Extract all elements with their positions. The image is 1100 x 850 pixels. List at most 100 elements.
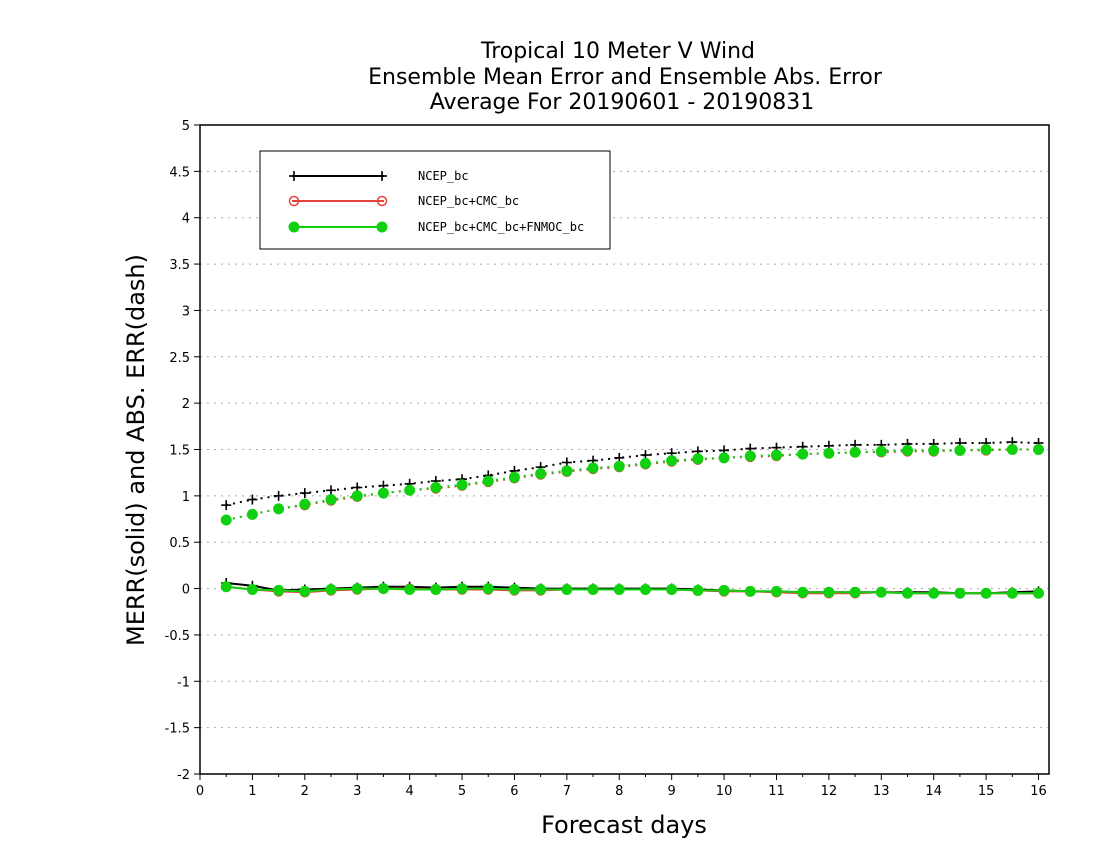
merr-point — [482, 583, 494, 595]
merr-point — [325, 583, 337, 595]
abs-err-point — [299, 488, 310, 499]
x-axis-title: Forecast days — [541, 811, 707, 839]
merr-point — [587, 583, 599, 595]
x-tick-label: 3 — [353, 784, 361, 799]
y-tick-label: 0.5 — [169, 536, 190, 551]
title-line-1: Tropical 10 Meter V Wind — [480, 39, 755, 64]
legend-sample-0 — [289, 171, 387, 181]
merr-point — [508, 583, 520, 595]
merr-point — [404, 583, 416, 595]
y-tick-label: -0.5 — [165, 629, 190, 644]
series-0 — [221, 437, 1044, 599]
merr-point — [692, 584, 704, 596]
merr-point — [639, 583, 651, 595]
abs-err-point — [613, 460, 625, 472]
merr-point — [246, 583, 258, 595]
abs-err-point — [666, 455, 678, 467]
chart-title: Tropical 10 Meter V Wind Ensemble Mean E… — [368, 39, 883, 115]
y-tick-label: 4 — [182, 212, 190, 227]
merr-point — [875, 586, 887, 598]
legend-marker — [376, 195, 388, 207]
x-tick-label: 1 — [248, 784, 256, 799]
merr-point — [954, 587, 966, 599]
legend-sample-2 — [288, 221, 388, 233]
y-tick-label: 1 — [182, 490, 190, 505]
abs-err-point — [1033, 444, 1045, 455]
y-axis-title: MERR(solid) and ABS. ERR(dash) — [122, 254, 150, 646]
abs-err-point — [639, 457, 651, 469]
merr-point — [770, 585, 782, 597]
merr-point — [299, 585, 311, 597]
abs-err-point — [744, 450, 756, 462]
series-layer — [220, 437, 1045, 599]
abs-err-point — [482, 475, 494, 487]
merr-point — [351, 583, 363, 595]
abs-err-point — [718, 452, 730, 464]
y-tick-label: 3.5 — [169, 258, 190, 273]
title-line-3: Average For 20190601 - 20190831 — [430, 90, 815, 115]
y-tick-label: 4.5 — [169, 165, 190, 180]
abs-err-point — [902, 444, 913, 456]
x-tick-label: 6 — [510, 784, 518, 799]
legend-marker — [377, 171, 387, 181]
legend: NCEP_bc NCEP_bc+CMC_bc NCEP_bc+CMC_bc+FN… — [259, 150, 611, 250]
abs-err-point — [247, 494, 258, 505]
legend-marker — [376, 221, 388, 233]
legend-sample-1 — [288, 195, 388, 207]
abs-err-point — [299, 498, 311, 510]
merr-point — [666, 583, 678, 595]
legend-marker — [289, 171, 299, 181]
merr-point — [273, 584, 285, 596]
merr-point — [902, 587, 913, 599]
legend-label-ncep-bc: NCEP_bc — [418, 169, 469, 183]
title-line-2: Ensemble Mean Error and Ensemble Abs. Er… — [368, 65, 883, 90]
y-tick-label: 2 — [182, 397, 190, 412]
x-tick-labels: 0 1 2 3 4 5 6 7 8 9 10 11 12 13 14 15 16 — [196, 784, 1047, 799]
x-tick-label: 9 — [668, 784, 676, 799]
abs-err-point — [587, 462, 599, 474]
x-tick-label: 16 — [1030, 784, 1047, 799]
merr-point — [561, 583, 573, 595]
abs-err-point — [849, 446, 861, 458]
y-tick-label: 3 — [182, 304, 190, 319]
abs-err-point — [325, 494, 337, 506]
abs-err-point — [351, 490, 363, 502]
y-tick-label: -1.5 — [165, 722, 190, 737]
grid-lines — [200, 170, 1049, 729]
legend-marker — [288, 221, 300, 233]
abs-err-point — [535, 468, 547, 480]
abs-err-point — [326, 485, 337, 496]
merr-point — [744, 585, 756, 597]
x-tick-label: 14 — [925, 784, 942, 799]
abs-err-point — [508, 471, 520, 483]
abs-err-point — [273, 490, 284, 501]
merr-point — [797, 586, 809, 598]
abs-err-point — [430, 482, 442, 494]
y-tick-label: 5 — [182, 119, 190, 134]
x-tick-label: 2 — [301, 784, 309, 799]
x-tick-label: 8 — [615, 784, 623, 799]
abs-err-point — [273, 503, 285, 515]
merr-point — [430, 583, 442, 595]
x-tick-label: 15 — [978, 784, 995, 799]
y-tick-label: 0 — [182, 583, 190, 598]
abs-err-point — [561, 465, 573, 477]
x-tick-label: 0 — [196, 784, 204, 799]
merr-point — [377, 583, 389, 595]
y-tick-label: -1 — [177, 675, 190, 690]
abs-err-point — [797, 448, 809, 460]
abs-err-point — [221, 500, 232, 511]
merr-point — [1006, 587, 1018, 599]
merr-point — [823, 586, 835, 598]
legend-marker — [288, 195, 300, 207]
merr-point — [613, 583, 625, 595]
y-tick-label: -2 — [177, 768, 190, 783]
abs-err-point — [928, 444, 940, 456]
abs-err-point — [377, 487, 389, 499]
y-tick-label: 1.5 — [169, 444, 190, 459]
abs-err-point — [220, 514, 232, 526]
series-2 — [220, 444, 1045, 599]
x-tick-label: 7 — [563, 784, 571, 799]
abs-err-line — [225, 448, 1039, 521]
abs-err-point — [246, 508, 258, 520]
